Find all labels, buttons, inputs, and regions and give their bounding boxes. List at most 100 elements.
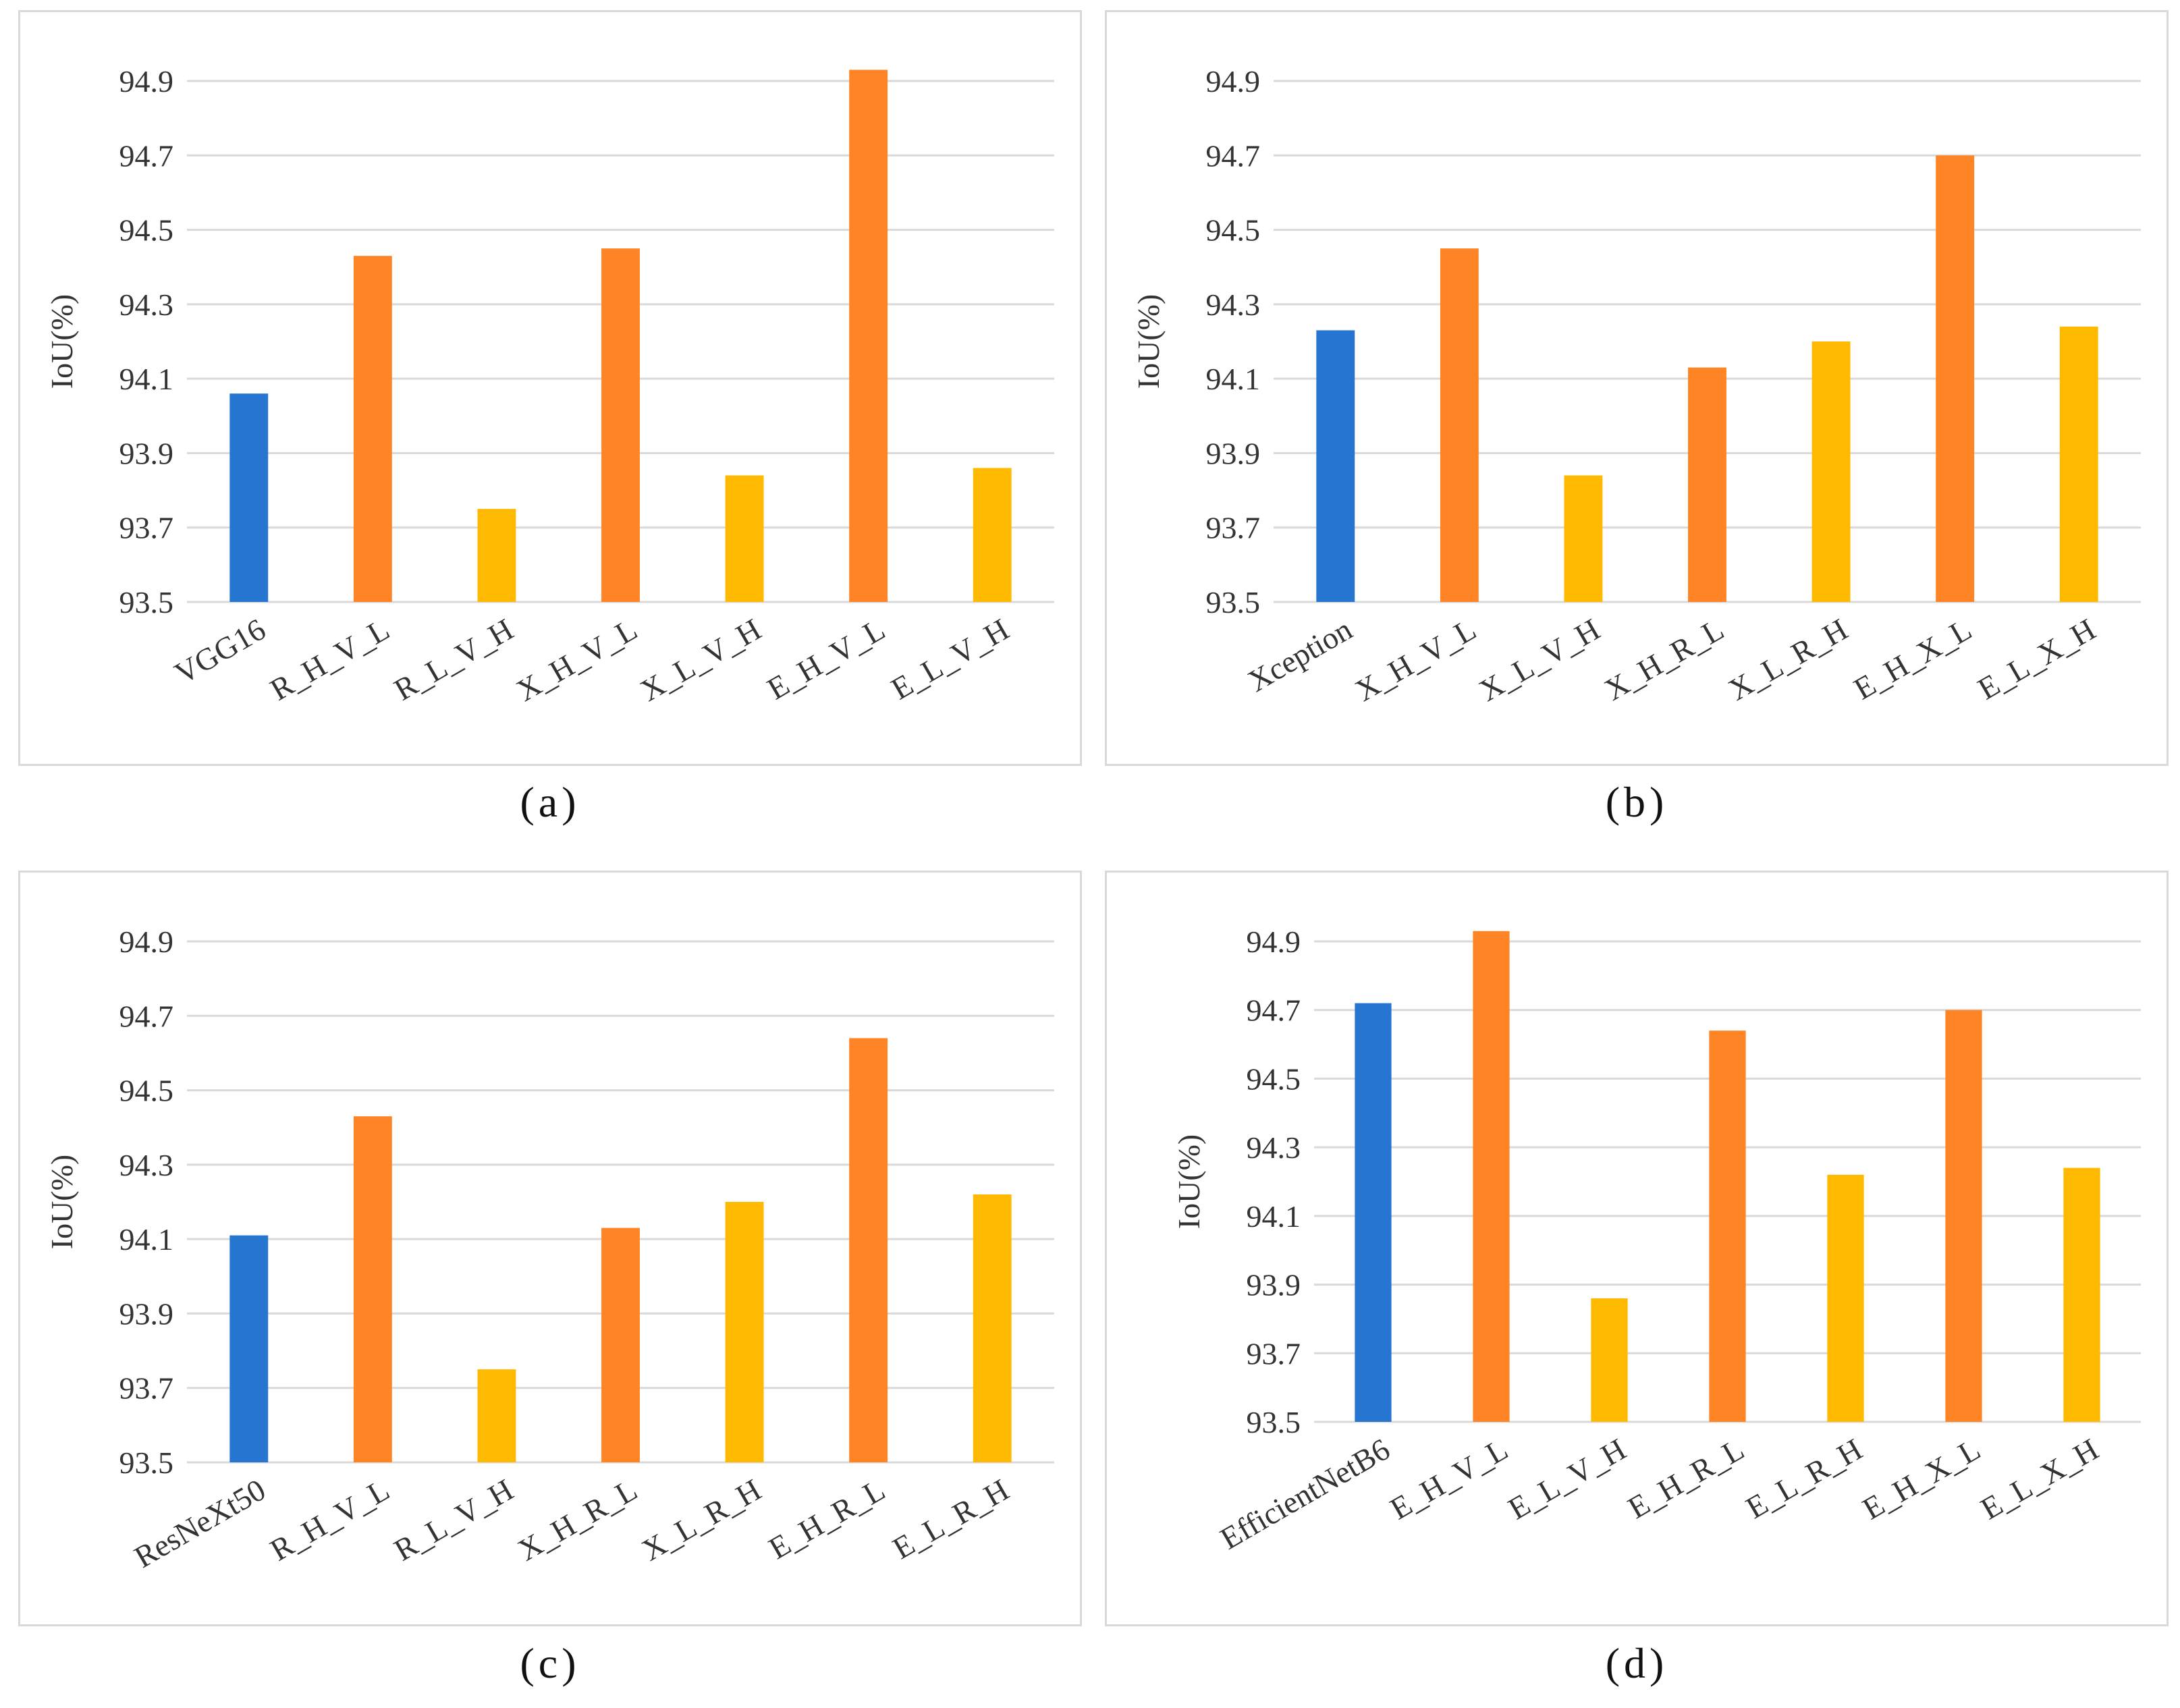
x-tick-label: E_H_V_L — [761, 611, 890, 706]
y-tick-label: 93.9 — [1247, 1268, 1301, 1302]
y-tick-label: 94.9 — [1247, 925, 1301, 959]
x-tick-label: R_H_V_L — [265, 611, 396, 707]
chart-d: 93.5 93.7 93.9 94.1 94.3 94.5 94.7 94.9 IoU(%) Ef… — [1172, 925, 2141, 1556]
y-tick-label: 94.9 — [1206, 64, 1261, 99]
y-axis-label: IoU(%) — [1131, 294, 1166, 389]
x-tick-label: X_H_V_L — [511, 611, 643, 708]
bar — [1688, 367, 1726, 602]
x-tick-label: E_H_V_L — [1384, 1431, 1513, 1526]
panel-caption-a: (a) — [520, 778, 580, 826]
bar — [353, 1116, 392, 1462]
x-tick-label: Xception — [1242, 611, 1358, 698]
bar — [477, 1369, 516, 1462]
x-tick-label: E_L_X_H — [1972, 611, 2101, 706]
y-tick-label: 94.7 — [119, 999, 174, 1033]
bar — [973, 468, 1012, 602]
bar — [229, 1235, 269, 1462]
y-tick-label: 93.9 — [1206, 436, 1261, 470]
bar — [973, 1194, 1012, 1462]
bar — [1564, 475, 1603, 602]
bar — [601, 1228, 640, 1462]
y-tick-label: 93.7 — [119, 1371, 174, 1406]
y-tick-label: 94.1 — [119, 1222, 174, 1257]
y-tick-label: 94.1 — [1206, 362, 1261, 396]
x-tick-label: E_H_X_L — [1857, 1431, 1986, 1526]
y-tick-label: 94.5 — [1247, 1062, 1301, 1096]
panel-caption-d: (d) — [1605, 1639, 1668, 1687]
y-tick-label: 94.5 — [1206, 213, 1261, 248]
x-tick-label: VGG16 — [169, 611, 271, 690]
y-tick-label: 94.9 — [119, 64, 174, 99]
y-tick-label: 93.7 — [1247, 1336, 1301, 1371]
x-tick-label: E_L_V_H — [885, 611, 1014, 706]
chart-b: 93.5 93.7 93.9 94.1 94.3 94.5 94.7 94.9 IoU(%) Xc… — [1131, 64, 2141, 708]
bar — [1355, 1003, 1392, 1422]
chart-a: 93.5 93.7 93.9 94.1 94.3 94.5 94.7 94.9 IoU(%) VG… — [45, 64, 1054, 708]
x-tick-label: ResNeXt50 — [128, 1472, 271, 1574]
x-tick-label: E_L_R_H — [1740, 1431, 1868, 1525]
bar — [229, 393, 269, 602]
bar — [1709, 1030, 1746, 1422]
x-tick-label: X_H_V_L — [1349, 611, 1481, 708]
y-axis-label: IoU(%) — [1172, 1134, 1206, 1230]
bar — [849, 70, 888, 602]
x-tick-label: E_L_V_H — [1502, 1431, 1631, 1526]
x-tick-label: EfficientNetB6 — [1214, 1431, 1395, 1555]
chart-c: 93.5 93.7 93.9 94.1 94.3 94.5 94.7 94.9 IoU(%) Re… — [45, 925, 1054, 1574]
x-tick-label: X_L_V_H — [1473, 611, 1606, 708]
bar — [1316, 330, 1355, 602]
bar — [1945, 1010, 1982, 1422]
y-tick-label: 94.7 — [1206, 138, 1261, 173]
bar — [1473, 931, 1510, 1422]
bar — [2059, 326, 2098, 602]
y-tick-label: 94.7 — [119, 138, 174, 173]
panel-caption-b: (b) — [1605, 778, 1668, 826]
bar — [2063, 1167, 2100, 1422]
bar — [1811, 341, 1851, 602]
y-tick-label: 94.7 — [1247, 993, 1301, 1028]
x-tick-label: E_H_X_L — [1848, 611, 1977, 706]
y-axis-label: IoU(%) — [45, 294, 79, 389]
panel-caption-c: (c) — [520, 1639, 580, 1687]
bar — [725, 1202, 764, 1462]
x-tick-label: E_H_R_L — [763, 1472, 890, 1566]
y-tick-label: 93.5 — [119, 585, 174, 619]
bar — [849, 1038, 888, 1462]
y-tick-label: 94.3 — [119, 1148, 174, 1182]
bar — [477, 509, 516, 602]
x-tick-label: X_H_R_L — [512, 1472, 643, 1567]
x-tick-label: X_L_V_H — [634, 611, 767, 708]
x-tick-label: X_L_R_H — [636, 1472, 767, 1567]
bar — [353, 256, 392, 603]
x-tick-label: R_H_V_L — [265, 1472, 396, 1567]
y-tick-label: 93.5 — [119, 1445, 174, 1480]
y-tick-label: 94.3 — [119, 287, 174, 322]
y-tick-label: 94.1 — [1247, 1199, 1301, 1234]
bar — [1827, 1174, 1864, 1422]
y-tick-label: 93.9 — [119, 436, 174, 470]
y-tick-label: 94.3 — [1206, 287, 1261, 322]
y-tick-label: 93.5 — [1206, 585, 1261, 619]
bar — [1936, 155, 1975, 603]
bar — [601, 248, 640, 603]
x-tick-label: E_H_R_L — [1622, 1431, 1749, 1525]
y-tick-label: 93.7 — [119, 511, 174, 545]
bar — [1591, 1298, 1628, 1422]
x-tick-label: E_L_X_H — [1975, 1431, 2104, 1526]
y-tick-label: 94.1 — [119, 362, 174, 396]
y-tick-label: 93.7 — [1206, 511, 1261, 545]
bar — [725, 475, 764, 602]
y-tick-label: 93.5 — [1247, 1405, 1301, 1439]
y-tick-label: 94.5 — [119, 1074, 174, 1108]
y-tick-label: 94.5 — [119, 213, 174, 248]
y-axis-label: IoU(%) — [45, 1155, 79, 1250]
y-tick-label: 94.3 — [1247, 1130, 1301, 1165]
y-tick-label: 94.9 — [119, 925, 174, 959]
x-tick-label: X_L_R_H — [1722, 611, 1853, 707]
y-tick-label: 93.9 — [119, 1296, 174, 1331]
x-tick-label: R_L_V_H — [388, 611, 519, 707]
bar — [1440, 248, 1479, 603]
x-tick-label: X_H_R_L — [1599, 611, 1730, 707]
x-tick-label: R_L_V_H — [388, 1472, 519, 1567]
x-tick-label: E_L_R_H — [887, 1472, 1014, 1566]
